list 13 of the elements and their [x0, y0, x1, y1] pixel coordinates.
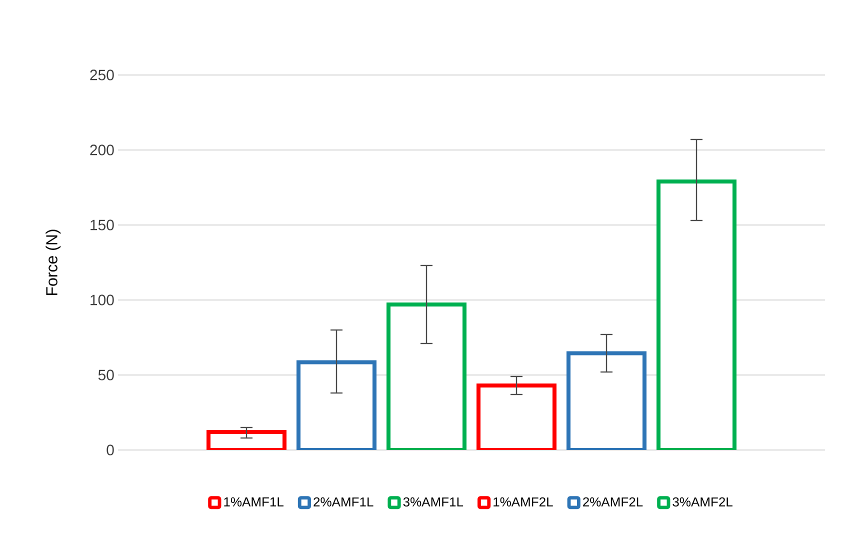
legend-label: 1%AMF1L	[224, 497, 284, 506]
legend-label: 3%AMF1L	[403, 497, 464, 507]
y-tick-label: 200	[90, 144, 114, 156]
y-tick-label: 50	[98, 370, 114, 380]
legend-label: 2%AMF2L	[583, 497, 643, 506]
y-tick-label: 150	[90, 220, 114, 230]
y-tick-label: 250	[90, 70, 114, 80]
y-axis-title: Force (N)	[46, 230, 61, 295]
legend-label: 2%AMF1L	[314, 497, 374, 506]
y-tick-label: 0	[106, 444, 114, 456]
legend-label: 1%AMF2L	[494, 497, 553, 506]
legend-label: 3%AMF2L	[672, 497, 732, 507]
y-tick-label: 100	[90, 294, 114, 306]
